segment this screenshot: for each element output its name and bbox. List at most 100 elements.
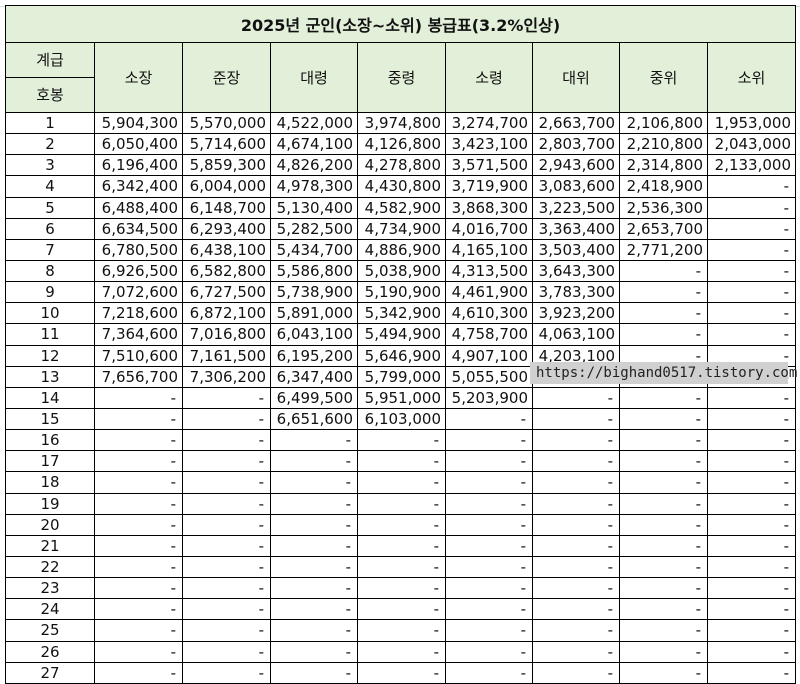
pay-cell: - — [532, 513, 620, 536]
pay-cell: - — [619, 429, 708, 452]
pay-cell: - — [357, 577, 446, 600]
pay-cell: - — [707, 259, 796, 283]
pay-cell: - — [619, 450, 708, 473]
pay-cell: 3,719,900 — [445, 175, 533, 198]
step-cell: 1 — [5, 111, 95, 135]
pay-cell: 4,522,000 — [270, 111, 358, 135]
step-cell: 7 — [5, 238, 95, 261]
pay-cell: - — [619, 640, 708, 663]
table-row: 3 6,196,400 5,859,300 4,826,200 4,278,800 3,5… — [5, 154, 796, 177]
pay-cell: - — [532, 661, 620, 684]
pay-cell: 3,223,500 — [532, 196, 620, 219]
table-row: 9 7,072,600 6,727,500 5,738,900 5,190,900 4,4… — [5, 281, 796, 304]
table-row: 10 7,218,600 6,872,100 5,891,000 5,342,900 4,… — [5, 302, 796, 325]
pay-cell: - — [619, 598, 708, 621]
pay-cell: - — [182, 513, 271, 536]
pay-cell: 5,891,000 — [270, 302, 358, 325]
pay-cell: - — [94, 534, 183, 557]
table-row: 5 6,488,400 6,148,700 5,130,400 4,582,900 3,8… — [5, 196, 796, 219]
table-row: 7 6,780,500 6,438,100 5,434,700 4,886,900 4,1… — [5, 238, 796, 261]
pay-cell: - — [619, 407, 708, 431]
pay-cell: 4,582,900 — [357, 196, 446, 219]
pay-cell: 6,872,100 — [182, 302, 271, 325]
pay-cell: 3,571,500 — [445, 154, 533, 177]
pay-cell: 2,771,200 — [619, 238, 708, 261]
pay-cell: - — [707, 196, 796, 219]
table-row: 16- - - - - - - - — [5, 429, 796, 452]
pay-cell: - — [707, 281, 796, 304]
pay-cell: - — [532, 429, 620, 452]
pay-cell: - — [445, 450, 533, 473]
step-cell: 26 — [5, 640, 95, 663]
pay-cell: 5,190,900 — [357, 281, 446, 304]
header-row: 계급 호봉 소장 준장 대령 중령 소령 대위 중위 소위 — [5, 42, 796, 113]
pay-cell: - — [532, 619, 620, 642]
pay-cell: - — [94, 450, 183, 473]
step-cell: 3 — [5, 154, 95, 177]
pay-cell: - — [619, 492, 708, 515]
pay-cell: 2,210,800 — [619, 133, 708, 156]
pay-cell: 6,342,400 — [94, 175, 183, 198]
pay-cell: 1,953,000 — [707, 111, 796, 135]
pay-cell: - — [357, 661, 446, 684]
rank-header: 준장 — [182, 42, 271, 113]
pay-cell: - — [532, 534, 620, 557]
pay-cell: 2,106,800 — [619, 111, 708, 135]
pay-cell: - — [445, 513, 533, 536]
pay-cell: - — [270, 513, 358, 536]
pay-cell: 2,043,000 — [707, 133, 796, 156]
pay-cell: 6,727,500 — [182, 281, 271, 304]
table-row: 26- - - - - - - - — [5, 640, 796, 663]
pay-cell: - — [270, 640, 358, 663]
pay-cell: 5,130,400 — [270, 196, 358, 219]
pay-cell: - — [357, 640, 446, 663]
table-row: 17- - - - - - - - — [5, 450, 796, 473]
pay-cell: - — [707, 661, 796, 684]
pay-cell: 7,510,600 — [94, 344, 183, 367]
pay-cell: 5,859,300 — [182, 154, 271, 177]
pay-cell: 6,438,100 — [182, 238, 271, 261]
step-cell: 9 — [5, 281, 95, 304]
pay-cell: 3,783,300 — [532, 281, 620, 304]
step-cell: 8 — [5, 259, 95, 283]
pay-cell: - — [94, 598, 183, 621]
pay-cell: - — [707, 492, 796, 515]
pay-cell: - — [357, 555, 446, 579]
pay-cell: - — [270, 661, 358, 684]
pay-cell: - — [707, 175, 796, 198]
pay-cell: 6,148,700 — [182, 196, 271, 219]
pay-cell: - — [445, 407, 533, 431]
pay-cell: - — [619, 386, 708, 409]
table-row: 2 6,050,400 5,714,600 4,674,100 4,126,800 3,4… — [5, 133, 796, 156]
pay-cell: 6,196,400 — [94, 154, 183, 177]
pay-cell: 4,907,100 — [445, 344, 533, 367]
pay-cell: - — [707, 640, 796, 663]
pay-cell: 5,570,000 — [182, 111, 271, 135]
pay-cell: - — [94, 492, 183, 515]
step-cell: 11 — [5, 323, 95, 346]
step-cell: 10 — [5, 302, 95, 325]
pay-cell: 5,434,700 — [270, 238, 358, 261]
pay-cell: - — [707, 513, 796, 536]
pay-cell: 4,430,800 — [357, 175, 446, 198]
step-cell: 4 — [5, 175, 95, 198]
pay-cell: 3,923,200 — [532, 302, 620, 325]
pay-cell: - — [270, 577, 358, 600]
pay-cell: 3,643,300 — [532, 259, 620, 283]
pay-cell: 3,363,400 — [532, 217, 620, 240]
step-cell: 15 — [5, 407, 95, 431]
pay-cell: - — [707, 238, 796, 261]
pay-cell: - — [445, 555, 533, 579]
pay-cell: - — [445, 619, 533, 642]
rank-header: 소장 — [94, 42, 183, 113]
pay-cell: - — [182, 661, 271, 684]
pay-cell: - — [445, 471, 533, 494]
pay-cell: - — [182, 450, 271, 473]
pay-cell: - — [357, 492, 446, 515]
step-cell: 25 — [5, 619, 95, 642]
pay-cell: 5,904,300 — [94, 111, 183, 135]
pay-cell: 7,364,600 — [94, 323, 183, 346]
pay-cell: - — [357, 513, 446, 536]
pay-cell: 3,974,800 — [357, 111, 446, 135]
pay-cell: - — [357, 598, 446, 621]
